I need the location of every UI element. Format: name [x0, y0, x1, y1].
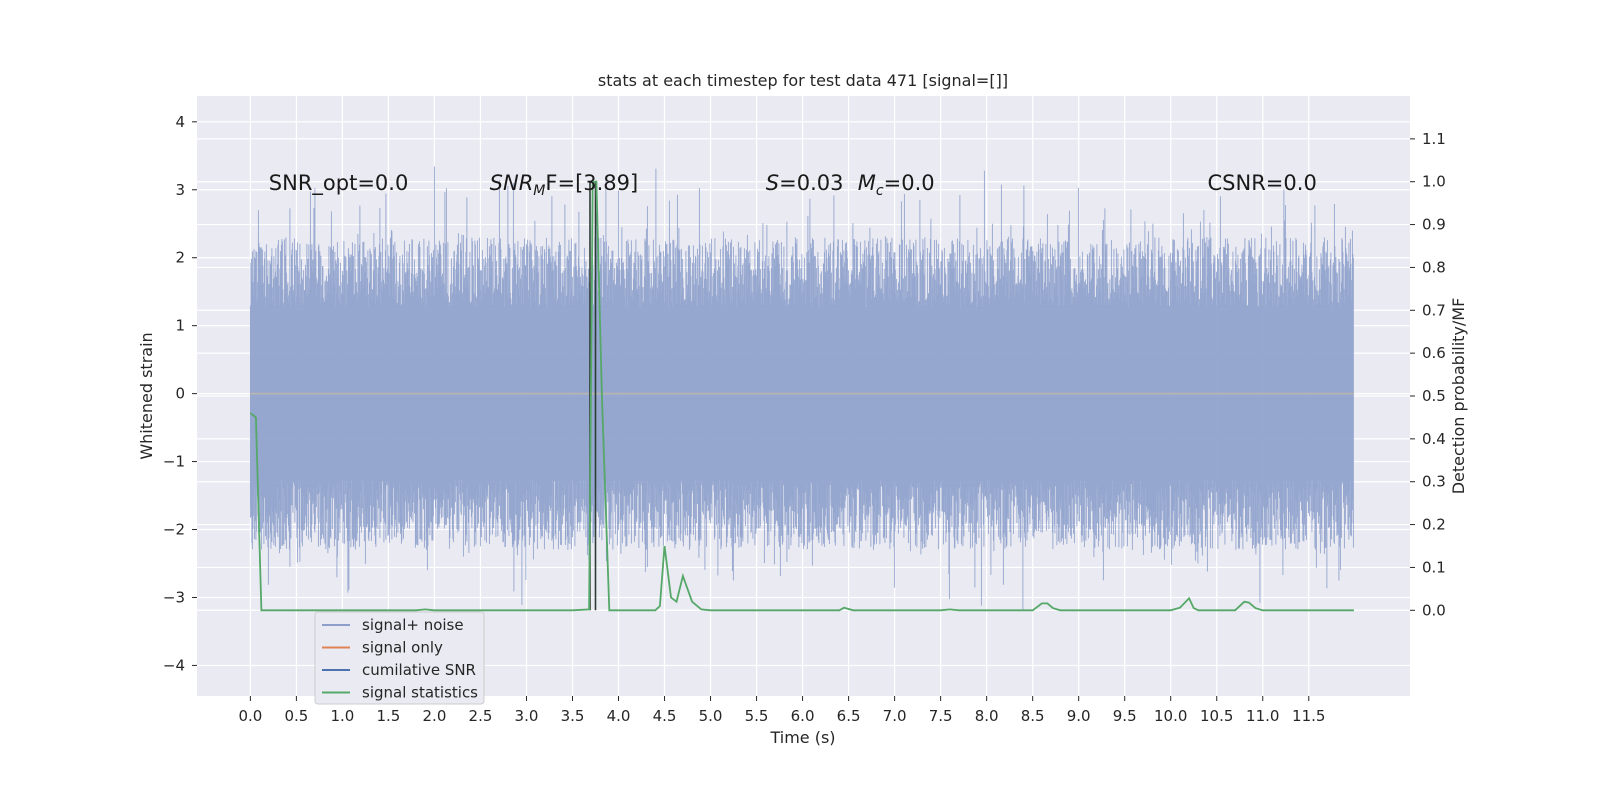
y2-axis-label: Detection probability/MF [1449, 298, 1468, 495]
y2-axis-ticks: 0.0 0.1 0.2 0.3 0.4 0.5 0.6 0.7 0.8 0.9 1.0 1.1 [1410, 130, 1446, 619]
y2-tick-label-5: 0.5 [1422, 387, 1446, 405]
y2-tick-label-9: 0.9 [1422, 216, 1446, 234]
x-tick-label-2: 1.0 [330, 707, 354, 725]
x-tick-label-15: 7.5 [929, 707, 953, 725]
annotation-2: S=0.03 [766, 171, 844, 195]
x-tick-label-16: 8.0 [975, 707, 999, 725]
y-tick-label-8: 4 [175, 113, 185, 131]
annotation-1: SNRMF=[3.89] [490, 171, 639, 199]
signal-statistics-line [249, 180, 1354, 612]
chart-annotations: SNR_opt=0.0 SNRMF=[3.89] S=0.03 Mc=0.0 CSNR=… [269, 171, 1317, 199]
y-axis-label: Whitened strain [137, 332, 156, 459]
x-tick-label-22: 11.0 [1246, 707, 1279, 725]
signal-statistics-series [249, 180, 1354, 612]
annotation-3: Mc=0.0 [858, 171, 935, 199]
x-tick-label-18: 9.0 [1067, 707, 1091, 725]
x-tick-label-5: 2.5 [469, 707, 493, 725]
y-tick-label-4: 0 [175, 385, 185, 403]
y2-tick-label-0: 0.0 [1422, 601, 1446, 619]
legend-frame [314, 611, 485, 705]
y2-tick-label-4: 0.4 [1422, 430, 1446, 448]
y2-tick-label-11: 1.1 [1422, 130, 1446, 148]
legend-label-1: signal only [362, 639, 443, 657]
x-tick-label-23: 11.5 [1292, 707, 1325, 725]
y2-tick-label-1: 0.1 [1422, 558, 1446, 576]
y-tick-label-7: 3 [175, 181, 185, 199]
y-tick-label-6: 2 [175, 249, 185, 267]
y-axis-ticks: −4 −3 −2 −1 0 1 2 3 4 [163, 113, 197, 674]
x-tick-label-3: 1.5 [376, 707, 400, 725]
y2-tick-label-8: 0.8 [1422, 258, 1446, 276]
x-tick-label-11: 5.5 [745, 707, 769, 725]
annotation-0: SNR_opt=0.0 [269, 171, 409, 196]
x-tick-label-21: 10.5 [1200, 707, 1233, 725]
x-tick-label-19: 9.5 [1113, 707, 1137, 725]
x-tick-label-7: 3.5 [561, 707, 585, 725]
x-axis-label: Time (s) [769, 728, 835, 747]
legend-label-2: cumilative SNR [362, 661, 476, 679]
chart-title: stats at each timestep for test data 471… [598, 71, 1008, 90]
x-tick-label-4: 2.0 [423, 707, 447, 725]
x-tick-label-9: 4.5 [653, 707, 677, 725]
legend-label-3: signal statistics [362, 684, 478, 702]
x-tick-label-6: 3.0 [515, 707, 539, 725]
y2-tick-label-3: 0.3 [1422, 473, 1446, 491]
y2-tick-label-7: 0.7 [1422, 301, 1446, 319]
y2-tick-label-6: 0.6 [1422, 344, 1446, 362]
x-tick-label-8: 4.0 [607, 707, 631, 725]
y-tick-label-0: −4 [163, 656, 185, 674]
y-tick-label-3: −1 [163, 453, 185, 471]
x-tick-label-1: 0.5 [284, 707, 308, 725]
y2-tick-label-2: 0.2 [1422, 516, 1446, 534]
x-tick-label-12: 6.0 [791, 707, 815, 725]
annotation-4: CSNR=0.0 [1208, 171, 1317, 195]
x-tick-label-0: 0.0 [238, 707, 262, 725]
x-tick-label-14: 7.0 [883, 707, 907, 725]
legend: signal+ noise signal only cumilative SNR si… [314, 611, 485, 705]
x-tick-label-17: 8.5 [1021, 707, 1045, 725]
x-tick-label-20: 10.0 [1154, 707, 1187, 725]
x-axis-ticks: 0.0 0.5 1.0 1.5 2.0 2.5 3.0 3.5 4.0 4.5 5.0 5.5 6.0 6… [238, 696, 1325, 725]
x-tick-label-10: 5.0 [699, 707, 723, 725]
x-tick-label-13: 6.5 [837, 707, 861, 725]
y2-tick-label-10: 1.0 [1422, 173, 1446, 191]
y-tick-label-5: 1 [175, 317, 185, 335]
y-tick-label-2: −2 [163, 521, 185, 539]
y-tick-label-1: −3 [163, 588, 185, 606]
legend-label-0: signal+ noise [362, 616, 464, 634]
